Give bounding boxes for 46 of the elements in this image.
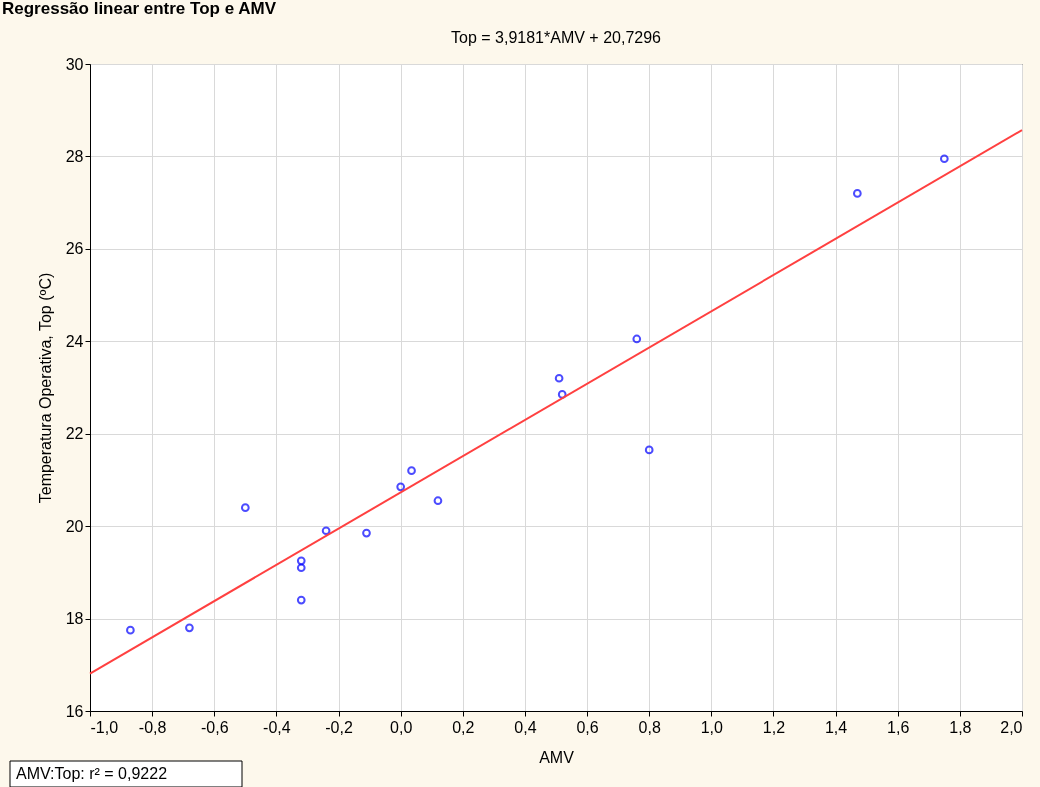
y-axis-title: Temperatura Operativa, Top (ºC): [36, 272, 54, 504]
point: [407, 466, 416, 476]
x-tick-label: -1,0: [90, 718, 119, 736]
y-tick-label: 20: [65, 517, 84, 535]
point: [396, 482, 406, 492]
chart-title: Regressão linear entre Top e AMV: [2, 0, 277, 18]
x-tick-label: 1,2: [762, 718, 786, 736]
x-tick-label: -0,8: [138, 718, 167, 736]
point: [632, 334, 642, 344]
y-tick-label: 18: [65, 610, 84, 628]
x-tick-label: -0,2: [325, 718, 353, 736]
point: [557, 390, 567, 399]
y-tick-label: 28: [65, 147, 84, 165]
x-tick-label: 0,2: [452, 718, 475, 736]
x-axis-title: AMV: [539, 748, 575, 766]
y-tick-label: 26: [65, 240, 84, 258]
y-tick-label: 30: [65, 55, 84, 73]
point: [296, 563, 306, 573]
x-tick-label: 2,0: [1000, 718, 1023, 736]
point: [852, 189, 862, 198]
x-tick-label: -0,4: [263, 718, 291, 736]
point: [240, 503, 250, 512]
x-tick-label: 1,0: [700, 718, 724, 736]
x-tick-label: 1,8: [949, 718, 972, 736]
y-tick-label: 22: [65, 425, 84, 443]
x-tick-label: 1,4: [824, 718, 848, 736]
x-tick-label: 1,6: [887, 718, 910, 736]
x-tick-label: 0,8: [638, 718, 661, 736]
chart-subtitle: Top = 3,9181*AMV + 20,7296: [451, 29, 662, 46]
point: [185, 623, 194, 633]
point: [321, 526, 331, 536]
point: [433, 496, 443, 506]
x-tick-label: -0,6: [200, 718, 229, 736]
point: [362, 528, 371, 538]
y-tick-label: 24: [65, 332, 84, 350]
x-tick-label: 0,6: [576, 718, 599, 736]
x-tick-label: 0,4: [514, 718, 537, 736]
point: [126, 625, 135, 635]
point: [554, 373, 564, 383]
point: [296, 595, 306, 605]
text: AMV:Top: r² = 0,9222: [16, 765, 168, 782]
x-tick-label: 0,0: [390, 718, 413, 736]
point: [644, 445, 654, 455]
point: [296, 556, 306, 566]
point: [939, 154, 949, 164]
y-tick-label: 16: [65, 702, 84, 720]
